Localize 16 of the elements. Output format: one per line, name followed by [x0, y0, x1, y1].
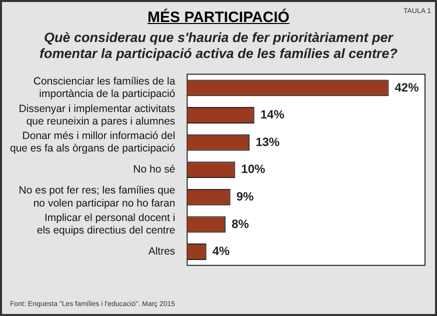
data-label: 42% [394, 80, 420, 94]
y-tick-label: Conscienciar les famílies de la importància de la participació [33, 76, 176, 100]
y-tick-label: Altres [148, 246, 176, 258]
data-label: 8% [232, 216, 250, 231]
chart-subtitle: Què considerau que s'hauria de fer prioritàriament per fomentar la participació activa de les famílies al centre? [38, 30, 398, 62]
data-label: 13% [256, 134, 280, 149]
y-tick-label: Dissenyar i implementar activitats que reuneixin a pares i alumnes [18, 102, 176, 128]
y-tick-label: No es pot fer res; les famílies que no volen participar no ho faran [18, 184, 176, 210]
y-tick-label: No ho sé [133, 164, 176, 176]
data-label: 4% [212, 244, 230, 258]
data-label: 10% [241, 162, 266, 176]
data-label: 14% [260, 108, 285, 122]
chart-title: MÉS PARTICIPACIÓ [148, 9, 290, 26]
data-label: 9% [236, 189, 254, 204]
y-tick-label: Donar més i millor informació del que es fa als òrgans de participació [10, 130, 176, 155]
y-tick-label: Implicar el personal docent i els equips directius del centre [36, 212, 176, 237]
